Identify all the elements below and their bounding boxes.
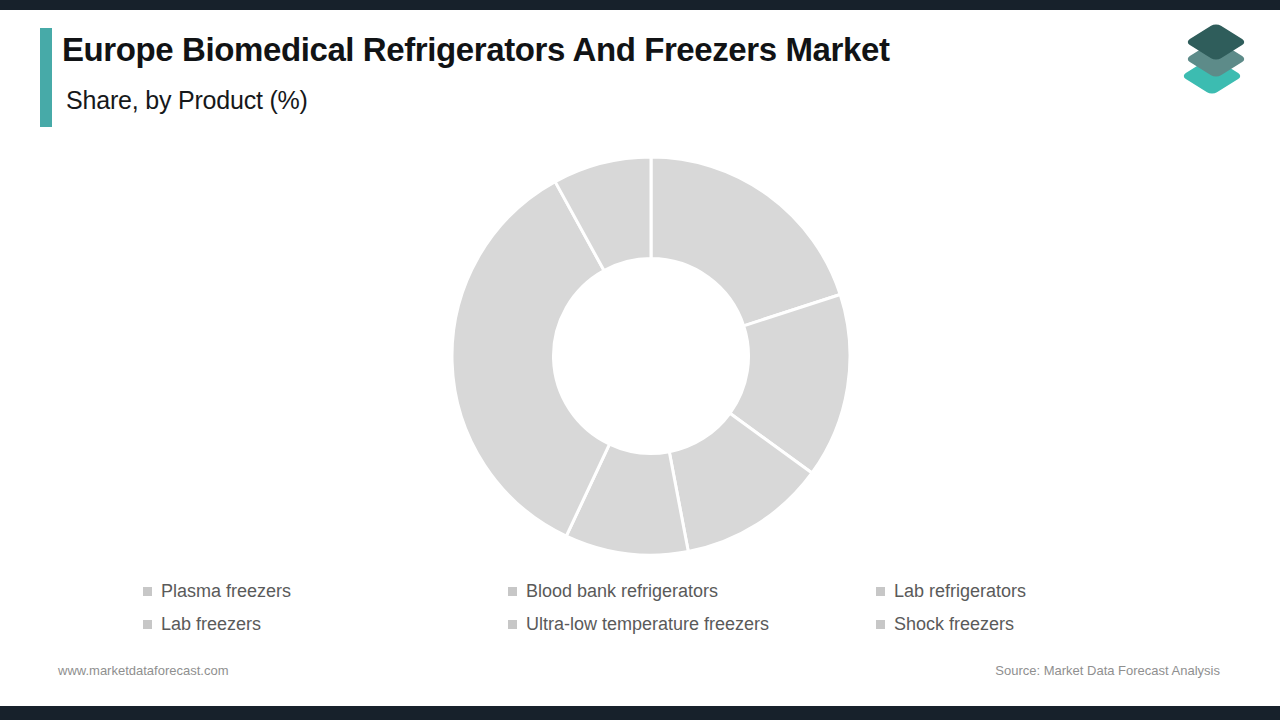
legend-item: Blood bank refrigerators [508, 580, 876, 602]
legend-marker-icon [508, 587, 517, 596]
legend-label: Lab refrigerators [894, 580, 1026, 602]
page-subtitle: Share, by Product (%) [66, 86, 308, 115]
legend-label: Blood bank refrigerators [526, 580, 718, 602]
chart-legend: Plasma freezers Blood bank refrigerators… [143, 580, 1026, 635]
source-note: Source: Market Data Forecast Analysis [995, 663, 1220, 678]
legend-label: Shock freezers [894, 613, 1014, 635]
page-title: Europe Biomedical Refrigerators And Free… [62, 31, 889, 69]
legend-item: Plasma freezers [143, 580, 508, 602]
market-data-forecast-logo [1183, 18, 1249, 98]
top-border-bar [0, 0, 1280, 10]
website-url: www.marketdataforecast.com [58, 663, 229, 678]
legend-marker-icon [508, 620, 517, 629]
legend-item: Lab freezers [143, 613, 508, 635]
bottom-border-bar [0, 706, 1280, 720]
legend-marker-icon [876, 587, 885, 596]
legend-label: Lab freezers [161, 613, 261, 635]
donut-segment-0 [651, 157, 840, 326]
legend-item: Lab refrigerators [876, 580, 1026, 602]
title-accent-bar [40, 28, 52, 127]
legend-label: Plasma freezers [161, 580, 291, 602]
legend-marker-icon [143, 620, 152, 629]
legend-marker-icon [876, 620, 885, 629]
legend-item: Ultra-low temperature freezers [508, 613, 876, 635]
infographic-canvas: Europe Biomedical Refrigerators And Free… [0, 0, 1280, 720]
donut-chart [450, 155, 852, 557]
legend-label: Ultra-low temperature freezers [526, 613, 769, 635]
legend-marker-icon [143, 587, 152, 596]
logo-layer-top-icon [1185, 23, 1247, 62]
legend-item: Shock freezers [876, 613, 1026, 635]
donut-chart-svg [450, 155, 852, 557]
